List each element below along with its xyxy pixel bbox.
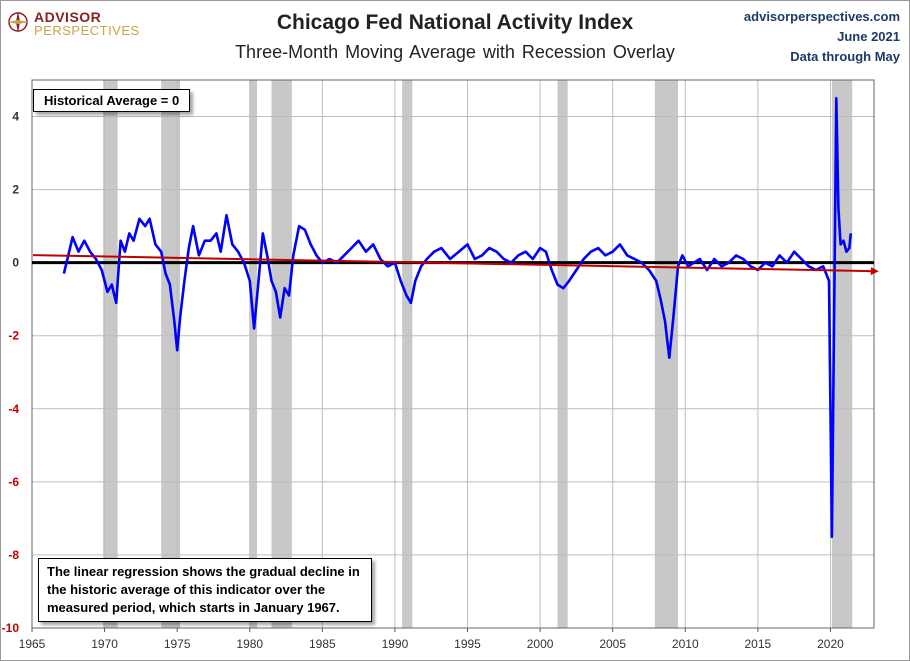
recession-bands: [103, 80, 853, 628]
y-tick-label: -4: [8, 402, 19, 416]
recession-band: [103, 80, 118, 628]
source-note: Data through May: [790, 49, 900, 64]
y-tick-label: -8: [8, 548, 19, 562]
regression-layer: [33, 254, 879, 276]
recession-band: [271, 80, 292, 628]
chart-subtitle: Three-Month Moving Average with Recessio…: [235, 42, 675, 62]
x-tick-label: 1980: [236, 637, 263, 651]
x-tick-label: 1965: [19, 637, 46, 651]
x-tick-label: 1985: [309, 637, 336, 651]
source-block: advisorperspectives.com June 2021 Data t…: [744, 7, 900, 67]
plot-border: [31, 79, 875, 629]
y-tick-label: -10: [2, 621, 20, 635]
recession-band: [557, 80, 568, 628]
recession-band: [402, 80, 413, 628]
y-tick-label: 4: [12, 110, 19, 124]
source-site-link[interactable]: advisorperspectives.com: [743, 9, 900, 24]
x-tick-label: 2010: [672, 637, 699, 651]
x-tick-label: 2015: [745, 637, 772, 651]
y-tick-label: -2: [8, 329, 19, 343]
source-date: June 2021: [837, 29, 900, 44]
x-tick-label: 2000: [527, 637, 554, 651]
chart-title: Chicago Fed National Activity Index: [276, 11, 634, 34]
historical-average-label: Historical Average = 0: [33, 89, 191, 112]
y-tick-label: 0: [12, 256, 19, 270]
cfnai-3mma-line: [62, 97, 853, 539]
x-tick-label: 2020: [817, 637, 844, 651]
recession-band: [654, 80, 679, 628]
advisor-perspectives-logo[interactable]: ADVISOR PERSPECTIVES: [6, 8, 139, 38]
x-tick-label: 2005: [599, 637, 626, 651]
series-layer: [62, 97, 853, 539]
regression-line: [33, 254, 879, 276]
regression-note: The linear regression shows the gradual …: [38, 558, 372, 622]
compass-rose-icon: [7, 11, 29, 33]
logo-text-perspectives: PERSPECTIVES: [34, 23, 140, 38]
recession-band: [831, 80, 853, 628]
x-tick-label: 1995: [454, 637, 481, 651]
y-tick-label: 2: [12, 183, 19, 197]
x-tick-label: 1990: [382, 637, 409, 651]
x-tick-label: 1970: [91, 637, 118, 651]
y-tick-label: -6: [8, 475, 19, 489]
recession-band: [249, 80, 258, 628]
logo-text-advisor: ADVISOR: [34, 9, 102, 25]
gridlines: [32, 80, 874, 629]
x-tick-label: 1975: [164, 637, 191, 651]
axes: 1965 1970 1975 1980 1985 1990 1995 2000 2005 2010…: [2, 79, 875, 651]
recession-band: [161, 80, 181, 628]
